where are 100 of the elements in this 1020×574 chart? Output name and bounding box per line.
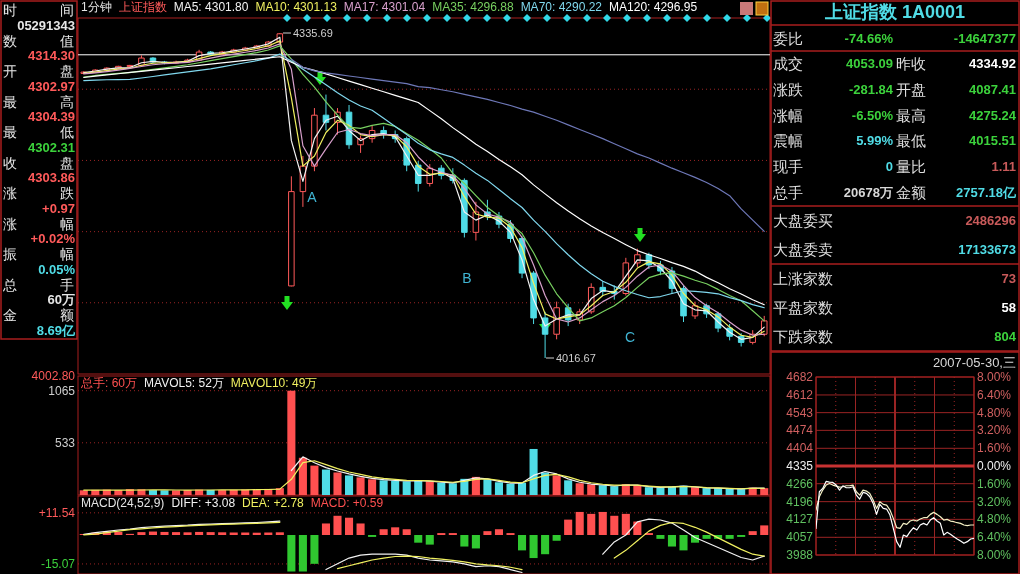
text: MAVOL10: 49万 bbox=[230, 376, 318, 390]
y2-tick-label: 3.20% bbox=[977, 423, 1012, 438]
text: 20678万 bbox=[843, 184, 893, 200]
text: 总手: 60万 bbox=[80, 376, 138, 390]
text: 05291343 bbox=[17, 17, 75, 33]
text: 涨跌 bbox=[3, 185, 74, 201]
text: 量比 bbox=[896, 157, 926, 175]
text: +0.02% bbox=[30, 231, 76, 246]
text: 成交 bbox=[773, 54, 803, 72]
text: 2757.18亿 bbox=[956, 184, 1017, 200]
y2-tick-label: 1.60% bbox=[977, 476, 1012, 491]
text: MAVOL5: 52万 bbox=[144, 376, 224, 390]
text: 昨收 bbox=[896, 54, 926, 72]
text: 数值 bbox=[3, 32, 74, 49]
text: 4275.24 bbox=[969, 107, 1017, 123]
text: MA5: 4301.80 bbox=[173, 0, 249, 14]
text: 总手 bbox=[2, 276, 74, 293]
text: 4002.80 bbox=[31, 369, 76, 383]
y-tick-label: 4196 bbox=[786, 494, 814, 509]
text: MA120: 4296.95 bbox=[609, 0, 698, 14]
text: 涨幅 bbox=[773, 106, 803, 124]
text: 4303.86 bbox=[28, 170, 75, 185]
text: 下跌家数 bbox=[773, 327, 833, 345]
y-tick-label: 4543 bbox=[786, 405, 814, 420]
y2-tick-label: 4.80% bbox=[977, 512, 1012, 527]
y-tick-label: 4682 bbox=[786, 370, 814, 384]
y-tick-label: 3988 bbox=[786, 548, 814, 562]
y-tick-label: +11.54 bbox=[38, 505, 76, 520]
text: 开盘 bbox=[3, 63, 74, 79]
y-tick-label: -15.07 bbox=[40, 556, 76, 571]
text: 大盘委买 bbox=[773, 211, 833, 229]
text: -14647377 bbox=[953, 30, 1016, 46]
text: 2486296 bbox=[965, 212, 1016, 228]
text: 17133673 bbox=[958, 241, 1016, 257]
y2-tick-label: 8.00% bbox=[977, 548, 1012, 562]
text: 涨幅 bbox=[3, 215, 74, 232]
text: 最高 bbox=[896, 106, 926, 124]
y-tick-label: 4612 bbox=[786, 387, 814, 402]
series-label: DEA: +2.78 bbox=[242, 496, 305, 510]
text: MA70: 4290.22 bbox=[520, 0, 603, 14]
y2-tick-label: 0.00% bbox=[977, 459, 1012, 473]
text: 4302.31 bbox=[28, 139, 75, 155]
y-tick-label: 4335 bbox=[786, 459, 814, 473]
text: MA35: 4296.88 bbox=[432, 0, 514, 14]
y-tick-label: 4266 bbox=[786, 476, 814, 491]
chart-title: 2007-05-30,三 bbox=[932, 354, 1016, 370]
series-label: DIFF: +3.08 bbox=[171, 496, 236, 510]
y-tick-label: 4057 bbox=[786, 530, 814, 545]
text: 大盘委卖 bbox=[773, 240, 833, 258]
chart-title: MACD(24,52,9) bbox=[81, 496, 165, 510]
annotation: B bbox=[462, 270, 472, 286]
y2-tick-label: 1.60% bbox=[977, 441, 1012, 456]
annotation: 4335.69 bbox=[293, 27, 333, 39]
text: 58 bbox=[1001, 299, 1016, 315]
text: 4334.92 bbox=[969, 55, 1016, 71]
text: 4015.51 bbox=[969, 132, 1016, 148]
y2-tick-label: 3.20% bbox=[977, 494, 1012, 509]
text: 4314.30 bbox=[28, 48, 75, 63]
text: 804 bbox=[994, 328, 1017, 344]
chart-subtitle: 1分钟 bbox=[81, 0, 112, 14]
text: 73 bbox=[1001, 270, 1016, 286]
y-tick-label: 1065 bbox=[48, 383, 76, 398]
text: 4304.39 bbox=[28, 109, 75, 124]
annotation: A bbox=[307, 189, 318, 205]
text: MA17: 4301.04 bbox=[343, 0, 426, 14]
y2-tick-label: 6.40% bbox=[977, 387, 1012, 402]
text: 1.11 bbox=[991, 158, 1016, 174]
text: 平盘家数 bbox=[773, 298, 833, 316]
y-tick-label: 4404 bbox=[786, 441, 814, 456]
text: 收盘 bbox=[3, 154, 74, 171]
text: 总手 bbox=[772, 183, 803, 201]
text: 60万 bbox=[47, 292, 75, 307]
text: 8.69亿 bbox=[36, 322, 76, 338]
series-label: MACD: +0.59 bbox=[310, 496, 384, 510]
text: 震幅 bbox=[773, 131, 803, 149]
text: 5.99% bbox=[856, 132, 894, 148]
text: 委比 bbox=[773, 29, 803, 47]
text: 金额 bbox=[3, 307, 74, 323]
text: 金额 bbox=[896, 183, 926, 201]
text: -74.66% bbox=[844, 30, 894, 46]
y-tick-label: 533 bbox=[54, 435, 76, 450]
y2-tick-label: 8.00% bbox=[977, 370, 1012, 384]
text: 时间 bbox=[3, 2, 74, 18]
text: 上证指数 1A0001 bbox=[823, 2, 966, 22]
chart-title: 上证指数 bbox=[118, 0, 167, 14]
text: 现手 bbox=[773, 157, 803, 175]
text: 振幅 bbox=[3, 246, 74, 262]
text: 最低 bbox=[896, 131, 926, 149]
text: -281.84 bbox=[848, 81, 894, 97]
y2-tick-label: 6.40% bbox=[977, 530, 1012, 545]
text: MA10: 4301.13 bbox=[255, 0, 338, 14]
text: +0.97 bbox=[42, 200, 75, 216]
text: 开盘 bbox=[896, 80, 926, 98]
text: 4302.97 bbox=[28, 78, 75, 94]
annotation: C bbox=[624, 329, 636, 345]
text: 0 bbox=[885, 158, 893, 174]
y-tick-label: 4474 bbox=[786, 423, 814, 438]
text: -6.50% bbox=[851, 107, 894, 123]
text: 0.05% bbox=[38, 261, 76, 277]
text: 4053.09 bbox=[846, 55, 893, 71]
